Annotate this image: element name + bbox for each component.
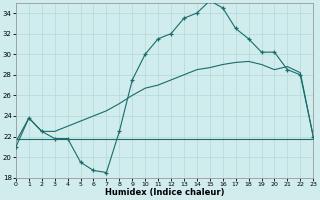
X-axis label: Humidex (Indice chaleur): Humidex (Indice chaleur) [105, 188, 224, 197]
